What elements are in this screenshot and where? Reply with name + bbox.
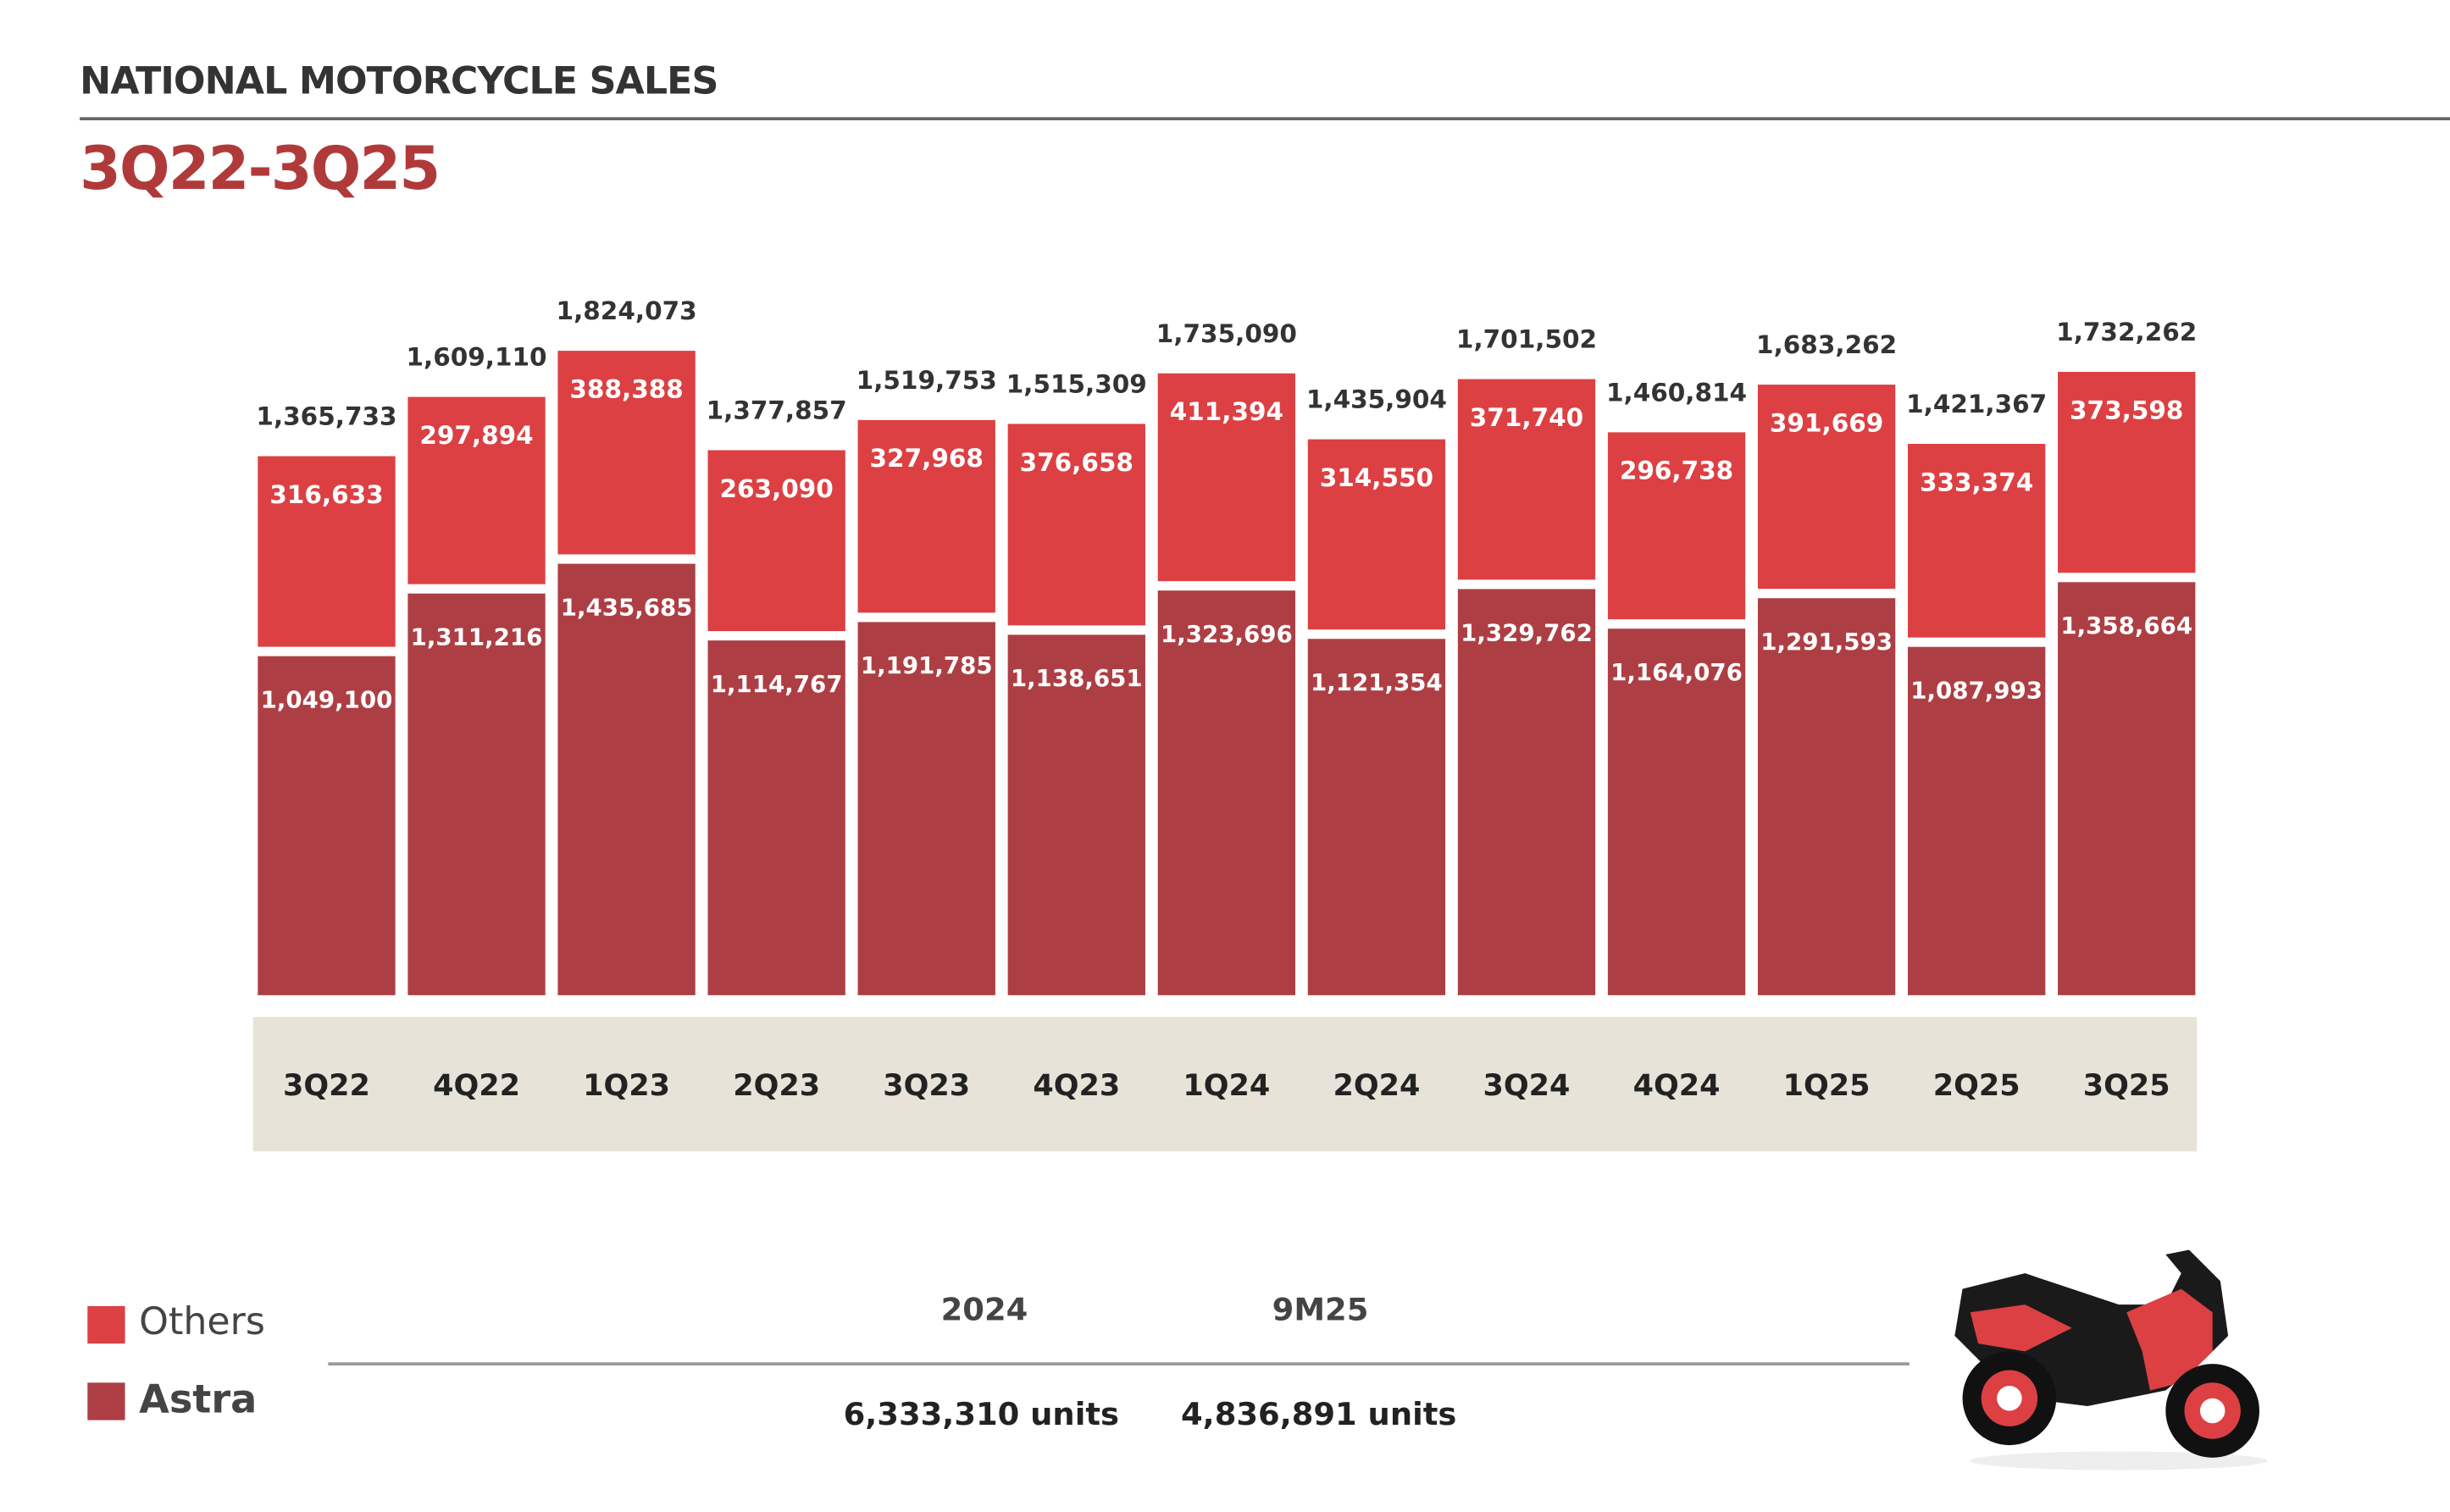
- bar-astra-3Q25: [2058, 582, 2196, 995]
- label-astra-1Q24: 1,323,696: [1161, 620, 1293, 648]
- category-label-3Q24: 3Q24: [1483, 1068, 1571, 1103]
- label-others-3Q25: 373,598: [2070, 396, 2183, 424]
- bar-others-3Q24: [1457, 379, 1596, 580]
- category-label-1Q24: 1Q24: [1183, 1068, 1270, 1103]
- bar-others-4Q22: [407, 396, 546, 584]
- scooter-illustration: [1954, 1249, 2268, 1470]
- label-total-4Q22: 1,609,110: [406, 343, 546, 372]
- summary-header-2024: 2024: [940, 1290, 1028, 1328]
- label-total-3Q23: 1,519,753: [856, 366, 997, 395]
- label-total-1Q25: 1,683,262: [1756, 330, 1897, 359]
- bar-astra-2Q23: [707, 640, 845, 995]
- bar-others-3Q22: [258, 456, 396, 647]
- bar-others-4Q23: [1007, 424, 1145, 626]
- label-astra-2Q23: 1,114,767: [711, 670, 843, 698]
- label-astra-3Q22: 1,049,100: [261, 686, 393, 714]
- category-band: [252, 1016, 2198, 1152]
- label-astra-2Q25: 1,087,993: [1910, 677, 2043, 705]
- label-total-3Q22: 1,365,733: [256, 402, 396, 431]
- bar-astra-1Q23: [557, 563, 696, 995]
- category-label-1Q23: 1Q23: [583, 1068, 670, 1103]
- page-subtitle: 3Q22-3Q25: [80, 134, 441, 203]
- label-others-4Q24: 296,738: [1620, 457, 1733, 485]
- category-label-1Q25: 1Q25: [1783, 1068, 1871, 1103]
- bar-others-1Q23: [557, 351, 696, 555]
- label-others-3Q24: 371,740: [1470, 403, 1583, 432]
- bar-astra-3Q23: [857, 622, 995, 995]
- label-total-3Q24: 1,701,502: [1456, 325, 1597, 354]
- summary-value-2024: 6,333,310 units: [843, 1395, 1119, 1433]
- bar-astra-1Q24: [1157, 590, 1296, 995]
- label-total-2Q25: 1,421,367: [1906, 390, 2047, 418]
- bar-others-3Q23: [857, 419, 995, 613]
- label-astra-2Q24: 1,121,354: [1311, 668, 1443, 696]
- label-others-4Q22: 297,894: [419, 421, 533, 450]
- label-others-2Q24: 314,550: [1320, 463, 1433, 492]
- bar-astra-3Q22: [258, 656, 396, 995]
- category-label-2Q23: 2Q23: [733, 1068, 820, 1103]
- page-title: NATIONAL MOTORCYCLE SALES: [80, 59, 718, 103]
- legend-swatch-others: [87, 1305, 125, 1344]
- bar-astra-3Q24: [1457, 589, 1596, 995]
- bar-others-4Q24: [1607, 432, 1746, 620]
- legend-swatch-astra: [87, 1382, 125, 1421]
- category-label-2Q25: 2Q25: [1933, 1068, 2020, 1103]
- label-total-3Q25: 1,732,262: [2056, 318, 2197, 346]
- category-label-3Q25: 3Q25: [2083, 1068, 2170, 1103]
- label-others-3Q22: 316,633: [269, 480, 383, 509]
- legend-label-others: Others: [139, 1299, 265, 1344]
- legend-label-astra: Astra: [139, 1376, 258, 1422]
- label-astra-3Q23: 1,191,785: [861, 651, 993, 679]
- category-label-4Q23: 4Q23: [1033, 1068, 1120, 1103]
- summary-divider: [328, 1362, 1910, 1366]
- label-total-1Q23: 1,824,073: [557, 296, 697, 325]
- category-label-4Q24: 4Q24: [1633, 1068, 1721, 1103]
- bar-astra-4Q22: [407, 593, 546, 995]
- bar-astra-2Q25: [1908, 646, 2046, 995]
- category-label-2Q24: 2Q24: [1333, 1068, 1420, 1103]
- label-others-1Q25: 391,669: [1770, 408, 1883, 437]
- bar-astra-2Q24: [1307, 639, 1446, 995]
- label-others-1Q23: 388,388: [569, 374, 683, 403]
- bar-others-1Q24: [1157, 373, 1296, 582]
- label-others-2Q25: 333,374: [1920, 468, 2033, 496]
- label-astra-4Q24: 1,164,076: [1610, 658, 1743, 686]
- label-total-4Q23: 1,515,309: [1006, 370, 1147, 399]
- summary-value-9m25: 4,836,891 units: [1181, 1395, 1457, 1433]
- bar-others-3Q25: [2058, 372, 2196, 573]
- label-total-4Q24: 1,460,814: [1606, 378, 1747, 407]
- bar-astra-1Q25: [1757, 598, 1896, 995]
- label-total-2Q23: 1,377,857: [707, 396, 847, 425]
- label-total-1Q24: 1,735,090: [1156, 319, 1297, 348]
- bar-others-1Q25: [1757, 385, 1896, 590]
- category-label-4Q22: 4Q22: [433, 1068, 520, 1103]
- category-label-3Q22: 3Q22: [283, 1068, 370, 1103]
- label-astra-1Q25: 1,291,593: [1760, 628, 1893, 656]
- bar-astra-4Q23: [1007, 634, 1145, 995]
- bar-others-2Q23: [707, 450, 845, 632]
- summary-header-9m25: 9M25: [1272, 1290, 1369, 1328]
- label-astra-4Q23: 1,138,651: [1011, 664, 1143, 692]
- bar-astra-4Q24: [1607, 629, 1746, 995]
- bar-others-2Q25: [1908, 444, 2046, 638]
- bar-others-2Q24: [1307, 439, 1446, 630]
- label-astra-1Q23: 1,435,685: [561, 593, 693, 621]
- label-others-4Q23: 376,658: [1020, 448, 1134, 477]
- label-astra-4Q22: 1,311,216: [411, 623, 543, 651]
- label-astra-3Q25: 1,358,664: [2060, 612, 2192, 640]
- label-others-2Q23: 263,090: [719, 474, 833, 503]
- label-astra-3Q24: 1,329,762: [1461, 618, 1593, 646]
- label-total-2Q24: 1,435,904: [1306, 385, 1447, 414]
- title-divider: [80, 117, 2450, 121]
- category-label-3Q23: 3Q23: [883, 1068, 970, 1103]
- label-others-3Q23: 327,968: [870, 444, 984, 473]
- label-others-1Q24: 411,394: [1170, 397, 1283, 426]
